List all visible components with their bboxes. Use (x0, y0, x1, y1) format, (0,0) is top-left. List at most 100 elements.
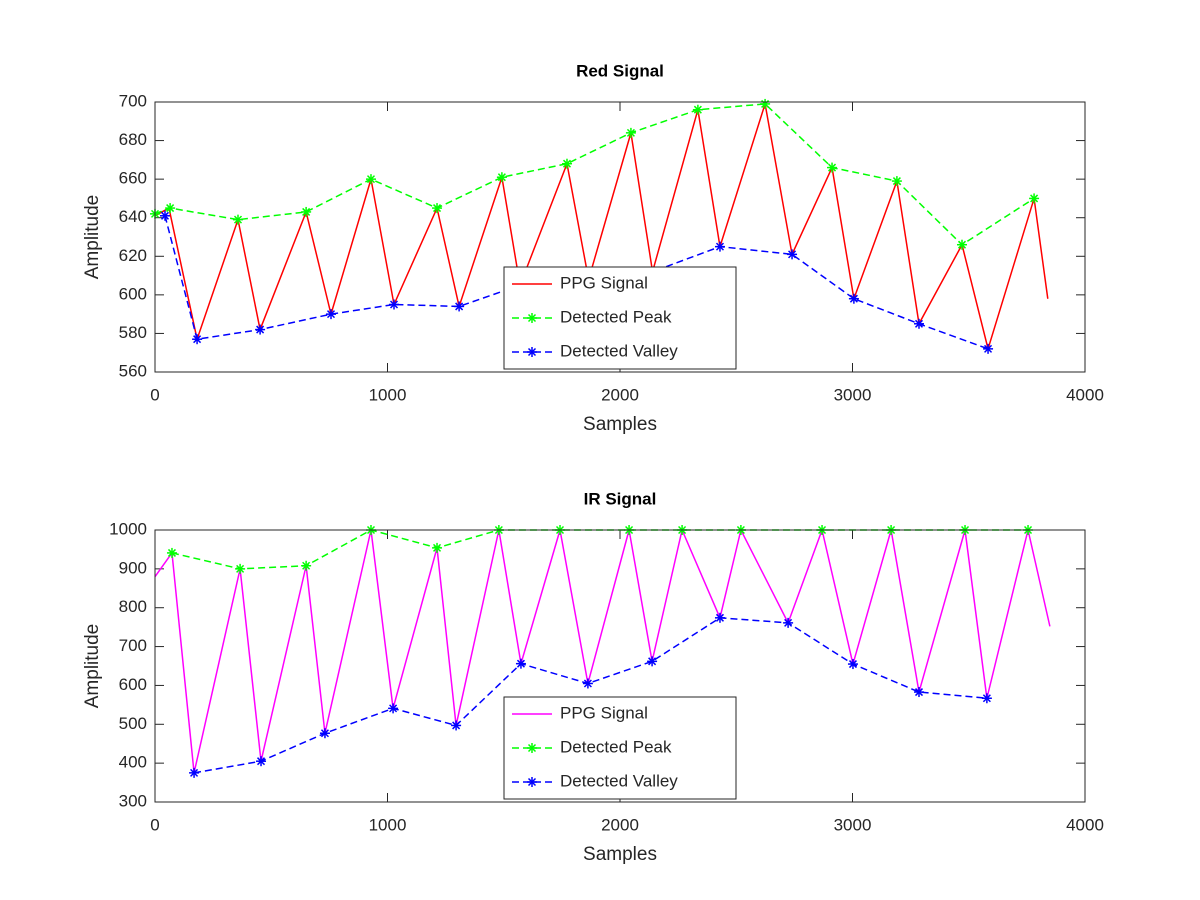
marker-stroke (497, 173, 506, 182)
marker (783, 617, 794, 628)
marker (714, 241, 725, 252)
marker-stroke (1030, 194, 1039, 203)
marker (983, 343, 994, 354)
subplot: 0 1000 2000 3000 4000 560 580 600 620 640 660 680 70… (82, 61, 1104, 435)
axes-box (154, 529, 1086, 803)
x-tick-label: 3000 (834, 815, 872, 834)
marker-stroke (648, 657, 657, 666)
marker-stroke (432, 204, 442, 213)
legend-label: Detected Peak (560, 737, 672, 756)
marker (166, 547, 177, 558)
marker (365, 174, 376, 185)
marker-stroke (160, 211, 170, 220)
x-tick-label: 1000 (369, 815, 407, 834)
marker-stroke (527, 347, 537, 357)
y-tick-label: 640 (119, 207, 147, 226)
marker-stroke (366, 175, 376, 184)
marker (760, 98, 771, 109)
legend-label: Detected Valley (560, 341, 678, 360)
marker (235, 563, 246, 574)
marker-stroke (784, 618, 793, 627)
legend-label: Detected Peak (560, 307, 672, 326)
marker-stroke (849, 294, 858, 303)
marker-stroke (452, 721, 461, 730)
marker (432, 542, 443, 553)
marker-stroke (167, 548, 177, 557)
marker (913, 318, 924, 329)
chart-title: IR Signal (584, 489, 657, 508)
x-tick-label: 2000 (601, 815, 639, 834)
legend-label: PPG Signal (560, 273, 648, 292)
y-tick-label: 600 (119, 675, 147, 694)
y-tick-label: 620 (119, 246, 147, 265)
marker-stroke (715, 242, 725, 251)
marker (527, 777, 537, 787)
marker (515, 658, 526, 669)
y-axis-label: Amplitude (82, 624, 103, 709)
marker-stroke (562, 159, 572, 168)
x-tick-label: 0 (150, 815, 159, 834)
marker (192, 334, 203, 345)
x-tick-label: 4000 (1066, 385, 1104, 404)
marker (891, 176, 902, 187)
x-axis-label: Samples (583, 844, 657, 865)
marker-stroke (715, 613, 725, 622)
marker (159, 210, 170, 221)
marker-stroke (828, 163, 837, 172)
marker (1029, 193, 1040, 204)
legend: PPG Signal Detected Peak Detected Valley (503, 266, 737, 370)
marker (451, 720, 462, 731)
y-tick-label: 400 (119, 753, 147, 772)
marker (301, 206, 312, 217)
y-tick-label: 300 (119, 791, 147, 810)
x-tick-label: 1000 (369, 385, 407, 404)
marker-stroke (432, 543, 442, 552)
marker (326, 309, 337, 320)
marker (432, 203, 443, 214)
y-axis-label: Amplitude (82, 195, 103, 280)
marker (388, 703, 399, 714)
subplot: 0 1000 2000 3000 4000 300 400 500 600 700 800 900 10… (82, 489, 1104, 865)
marker (913, 687, 924, 698)
marker (255, 324, 266, 335)
marker (189, 767, 200, 778)
marker-stroke (848, 660, 857, 669)
marker (787, 249, 798, 260)
legend-label: Detected Valley (560, 771, 678, 790)
marker-stroke (982, 694, 991, 703)
y-tick-label: 800 (119, 597, 147, 616)
legend: PPG Signal Detected Peak Detected Valley (503, 696, 737, 800)
marker (981, 693, 992, 704)
marker-stroke (957, 240, 967, 249)
x-tick-label: 3000 (834, 385, 872, 404)
y-tick-label: 560 (119, 361, 147, 380)
y-tick-label: 700 (119, 636, 147, 655)
marker-stroke (233, 215, 243, 224)
marker-stroke (389, 704, 398, 713)
marker-stroke (527, 313, 537, 323)
marker-stroke (914, 688, 924, 697)
marker (561, 158, 572, 169)
marker (848, 293, 859, 304)
marker (527, 347, 537, 357)
y-tick-label: 700 (119, 91, 147, 110)
marker (957, 239, 968, 250)
marker (625, 127, 636, 138)
x-axis-label: Samples (583, 414, 657, 435)
marker-stroke (190, 768, 199, 777)
marker (827, 162, 838, 173)
x-tick-label: 0 (150, 385, 159, 404)
y-tick-label: 1000 (109, 519, 147, 538)
y-tick-label: 500 (119, 714, 147, 733)
marker-stroke (256, 757, 266, 766)
marker (165, 203, 176, 214)
marker-stroke (626, 128, 635, 137)
marker-stroke (527, 743, 537, 753)
marker (847, 659, 858, 670)
marker (389, 299, 400, 310)
marker (527, 313, 537, 323)
series-line (164, 215, 989, 350)
series-line (154, 103, 1035, 246)
marker (647, 656, 658, 667)
